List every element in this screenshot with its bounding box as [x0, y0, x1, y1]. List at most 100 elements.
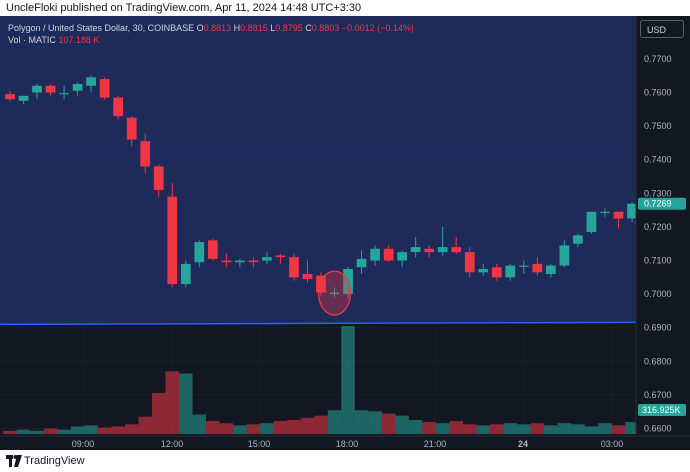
volume-bar [43, 428, 58, 434]
price-chart[interactable]: 0.7700 0.7600 0.7500 0.7400 0.7300 0.7200 0.71… [0, 16, 690, 450]
last-price-label: 0.7269 [644, 199, 672, 209]
price-zone-shading [0, 16, 636, 325]
price-tick-label: 0.7000 [644, 289, 672, 299]
candle-body [221, 260, 232, 263]
candle-body [180, 263, 191, 285]
volume-bar [273, 421, 288, 434]
volume-bar [300, 417, 315, 434]
candle-body [478, 268, 489, 273]
volume-bar [598, 423, 612, 434]
low-label: L [270, 23, 276, 33]
candle-body [262, 257, 272, 261]
volume-bar [435, 423, 450, 434]
price-tick-label: 0.7600 [644, 87, 672, 97]
candle-body [546, 265, 556, 274]
candle-body [194, 242, 205, 263]
low-value: 0.8795 [275, 23, 303, 33]
volume-bar [381, 413, 396, 434]
candle-body [518, 265, 529, 267]
candle-body [329, 292, 340, 295]
candle-body [356, 258, 367, 268]
footer-brand: TradingView [24, 455, 85, 467]
candle-body [424, 248, 435, 253]
volume-bar [260, 423, 274, 434]
price-tick-label: 0.6700 [644, 390, 672, 400]
volume-bar [530, 423, 545, 434]
candle-body [5, 94, 15, 100]
volume-bar [111, 426, 125, 434]
change-value: −0.0012 (−0.14%) [341, 23, 414, 33]
volume-bar [192, 414, 207, 434]
symbol-legend: Polygon / United States Dollar, 30, COIN… [8, 23, 414, 33]
volume-badge [638, 404, 686, 416]
candle-body [126, 117, 137, 140]
time-tick-label: 12:00 [161, 439, 184, 449]
candle-body [153, 166, 164, 190]
volume-legend: Vol · MATIC 107.188 K [8, 35, 99, 45]
currency-button[interactable]: USD [640, 20, 684, 38]
volume-bar [462, 424, 477, 434]
time-axis-background [0, 436, 690, 450]
volume-bar [395, 415, 409, 434]
volume-bar [287, 419, 301, 434]
candle-body [613, 211, 624, 219]
volume-bar [584, 426, 599, 434]
symbol-title: Polygon / United States Dollar, 30, COIN… [8, 23, 195, 33]
time-tick-label: 03:00 [601, 439, 624, 449]
volume-bar [233, 425, 247, 434]
candle-body [235, 260, 245, 263]
volume-bar [70, 426, 85, 434]
candle-body [437, 247, 448, 253]
candle-body [207, 240, 218, 259]
price-tick-label: 0.7100 [644, 256, 672, 266]
candle-body [627, 203, 637, 219]
volume-bar [341, 326, 355, 434]
candle-body [167, 196, 178, 285]
volume-bar [571, 424, 585, 434]
chart-area[interactable]: 0.7700 0.7600 0.7500 0.7400 0.7300 0.7200 0.71… [0, 16, 690, 450]
candle-body [45, 85, 56, 93]
price-tick-label: 0.6800 [644, 356, 672, 366]
high-label: H [233, 23, 241, 33]
high-value: 0.8815 [240, 23, 268, 33]
candle-body [72, 84, 83, 91]
volume-bar [544, 425, 558, 434]
volume-bar [219, 423, 234, 434]
price-tick-label: 0.7400 [644, 155, 672, 165]
candle-body [86, 77, 96, 86]
volume-bar [3, 430, 17, 434]
volume-bar [84, 425, 98, 434]
candle-body [491, 267, 502, 278]
tradingview-logo-icon [6, 455, 22, 467]
volume-bar [557, 423, 572, 434]
candle-body [302, 273, 313, 280]
open-label: O [196, 23, 204, 33]
close-value: 0.8803 [311, 23, 340, 33]
candle-body [464, 252, 475, 273]
candle-body [573, 235, 583, 244]
candle-body [600, 211, 610, 213]
volume-bar [97, 427, 112, 434]
volume-bar [422, 422, 436, 434]
candle-body [248, 260, 259, 263]
candle-body [113, 97, 124, 117]
time-tick-label: 09:00 [72, 439, 95, 449]
volume-bar [179, 373, 193, 434]
volume-bar [611, 425, 626, 434]
price-scale-background [636, 16, 690, 450]
volume-label: Vol · MATIC [8, 35, 56, 45]
volume-bar [449, 421, 463, 434]
candle-body [397, 252, 407, 261]
candle-body [289, 257, 299, 278]
candle-body [586, 211, 597, 232]
candle-body [370, 248, 380, 261]
volume-bar [138, 416, 152, 434]
volume-bar [151, 392, 166, 434]
volume-value: 107.188 K [58, 35, 100, 45]
volume-bar [503, 423, 518, 434]
time-tick-label: 15:00 [248, 439, 271, 449]
volume-bar [517, 424, 531, 434]
time-tick-label: 21:00 [424, 439, 447, 449]
candle-body [32, 85, 42, 93]
time-tick-label: 24 [518, 439, 528, 449]
